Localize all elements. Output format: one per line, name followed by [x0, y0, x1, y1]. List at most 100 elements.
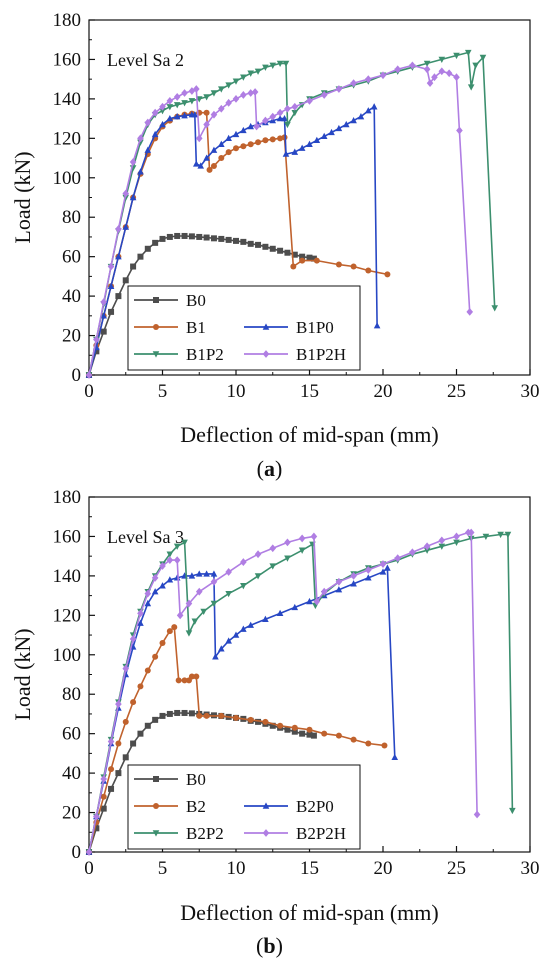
data-point-B2P2H: [298, 534, 306, 543]
data-point-B1P2: [225, 82, 232, 89]
x-axis-title: Deflection of mid-span (mm): [180, 900, 438, 925]
data-point-B2: [233, 714, 239, 721]
data-point-B1P0: [100, 312, 107, 319]
data-point-B2: [247, 716, 254, 723]
data-point-B1P0: [203, 154, 210, 161]
data-point-B1P2: [291, 109, 299, 117]
data-point-B1P0: [173, 113, 181, 120]
data-point-B2P2H: [269, 544, 277, 553]
data-point-B1P2: [173, 102, 181, 109]
data-point-B1P0: [218, 140, 225, 147]
data-point-B1P2H: [107, 262, 115, 271]
legend-marker-B0: [153, 297, 159, 303]
data-point-B1P0: [240, 126, 247, 134]
data-point-B1P0: [276, 115, 284, 122]
data-point-B1P2H: [426, 79, 434, 88]
data-point-B2P0: [379, 568, 387, 575]
data-point-B2: [100, 793, 107, 800]
data-point-B1P2H: [247, 89, 254, 97]
data-point-B1: [210, 162, 217, 169]
data-point-B0: [137, 730, 144, 737]
level-annotation: Level Sa 3: [107, 527, 184, 547]
data-point-B1P2H: [306, 96, 313, 105]
data-point-B2P2H: [122, 664, 130, 673]
data-point-B0: [181, 232, 188, 239]
data-point-B2P2H: [423, 542, 431, 551]
data-point-B2P0: [335, 586, 343, 593]
x-tick-label: 0: [84, 858, 94, 879]
data-point-B1: [218, 155, 225, 162]
data-point-B0: [100, 805, 107, 812]
data-point-B2P2H: [85, 848, 93, 856]
data-point-B2P0: [276, 609, 284, 617]
data-point-B0: [310, 732, 317, 739]
x-tick-label: 15: [300, 858, 319, 879]
data-point-B2P2: [284, 555, 291, 562]
data-point-B1P2: [276, 60, 284, 67]
data-point-B0: [255, 241, 262, 248]
data-point-B1P2: [282, 60, 290, 67]
y-tick-label: 120: [53, 128, 82, 149]
data-point-B2: [115, 740, 122, 747]
data-point-B2: [137, 683, 144, 690]
data-point-B2P2H: [310, 532, 318, 541]
series-B2P2H: [85, 528, 481, 856]
y-tick-label: 60: [62, 724, 81, 745]
data-point-B2: [122, 718, 129, 725]
data-point-B1P0: [281, 115, 288, 122]
data-point-B1P2H: [159, 102, 166, 111]
data-point-B2P2: [497, 531, 504, 539]
data-point-B0: [284, 249, 291, 256]
data-point-B1P2H: [210, 110, 218, 119]
data-point-B1P2: [181, 100, 188, 107]
data-point-B1P2H: [365, 75, 372, 84]
data-point-B1: [365, 267, 372, 274]
y-tick-label: 80: [62, 207, 81, 228]
data-point-B0: [174, 709, 181, 716]
data-point-B2P2H: [144, 589, 152, 598]
data-point-B1P2H: [100, 298, 107, 306]
data-point-B2P2: [438, 543, 446, 550]
data-point-B2: [130, 699, 137, 706]
data-point-B1: [384, 271, 391, 278]
data-point-B1P2: [467, 84, 475, 91]
data-point-B0: [159, 712, 166, 719]
data-point-B2P0: [166, 576, 174, 583]
data-point-B1P2H: [151, 108, 159, 117]
data-point-B0: [166, 233, 173, 240]
data-point-B0: [144, 722, 151, 729]
y-tick-label: 0: [72, 842, 82, 863]
data-point-B1P2H: [251, 88, 259, 96]
data-point-B1P0: [328, 128, 335, 136]
data-point-B2P2: [482, 533, 490, 541]
y-tick-label: 140: [53, 566, 82, 587]
x-tick-label: 20: [374, 381, 393, 402]
data-point-B1P2: [166, 104, 174, 111]
data-point-B2: [188, 673, 195, 680]
data-point-B2: [166, 628, 173, 635]
data-point-B0: [269, 245, 276, 252]
y-tick-label: 60: [62, 247, 81, 268]
data-point-B1P2: [188, 98, 196, 105]
data-point-B0: [122, 277, 129, 284]
data-point-B1P2H: [276, 108, 284, 117]
data-point-B1P2: [438, 56, 446, 64]
data-point-B1P2H: [438, 67, 446, 76]
data-point-B1: [240, 143, 247, 150]
data-point-B2P2H: [195, 587, 203, 596]
data-point-B1P2H: [173, 93, 181, 101]
data-point-B0: [108, 785, 115, 792]
data-point-B2P2H: [379, 560, 387, 568]
caption-close: ): [276, 933, 283, 958]
data-point-B1: [262, 137, 269, 144]
x-tick-label: 15: [300, 381, 319, 402]
legend-label-B1: B1: [186, 318, 206, 337]
data-point-B1P0: [370, 103, 378, 110]
data-point-B2P2H: [185, 599, 193, 608]
data-point-B1P2: [262, 64, 269, 71]
data-point-B0: [210, 235, 217, 242]
data-point-B1P2H: [129, 158, 137, 166]
data-point-B2P0: [144, 599, 152, 607]
data-point-B2P0: [262, 615, 269, 622]
data-point-B1: [313, 257, 320, 264]
